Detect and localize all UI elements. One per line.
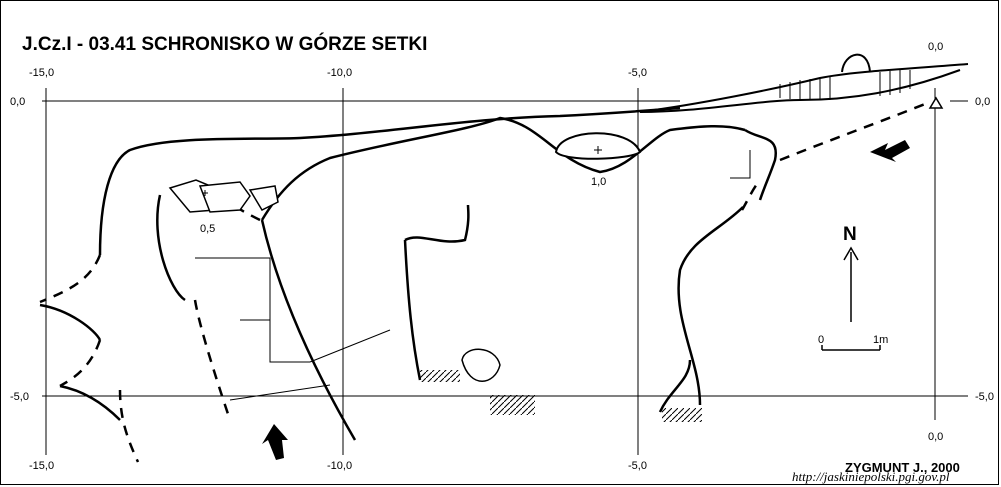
entrance-arrow-icon bbox=[870, 140, 910, 162]
grid-label-bottom-x-2: -5,0 bbox=[628, 460, 647, 472]
dashed-walls bbox=[39, 100, 931, 463]
grid-label-right-y-0: 0,0 bbox=[975, 96, 990, 108]
grid-label-right-y-1: -5,0 bbox=[975, 391, 994, 403]
grid-label-top-x-1: -10,0 bbox=[327, 67, 352, 79]
grid-label-top-x-0: -15,0 bbox=[29, 67, 54, 79]
grid-labels: -15,0 -10,0 -5,0 0,0 -15,0 -10,0 -5,0 0,… bbox=[10, 41, 994, 472]
grid-label-top-x-2: -5,0 bbox=[628, 67, 647, 79]
boulders bbox=[168, 179, 279, 213]
map-title: J.Cz.I - 03.41 SCHRONISKO W GÓRZE SETKI bbox=[22, 33, 427, 55]
grid-label-bottom-x-1: -10,0 bbox=[327, 460, 352, 472]
grid-label-bottom-x-0: -15,0 bbox=[29, 460, 54, 472]
source-url: http://jaskiniepolski.pgi.gov.pl bbox=[792, 469, 950, 484]
rock bbox=[461, 348, 501, 382]
debris-hatch bbox=[420, 370, 460, 382]
depth-label-blocks: 0,5 bbox=[200, 223, 215, 235]
north-arrow-icon bbox=[843, 246, 859, 322]
lower-passages bbox=[39, 303, 121, 421]
survey-lines bbox=[195, 150, 751, 401]
debris-hatch bbox=[490, 395, 535, 415]
grid-label-left-y-1: -5,0 bbox=[10, 391, 29, 403]
north-label: N bbox=[843, 224, 857, 245]
author-credit: ZYGMUNT J., 2000 bbox=[845, 460, 960, 475]
entrance-slope bbox=[639, 53, 969, 113]
scale-start: 0 bbox=[818, 334, 824, 346]
scale-end: 1m bbox=[873, 334, 888, 346]
slope-ticks bbox=[779, 70, 911, 100]
entrance-arrow-icon bbox=[262, 424, 288, 460]
grid-label-top-x-3: 0,0 bbox=[928, 41, 943, 53]
debris-hatch bbox=[662, 408, 702, 422]
cave-walls bbox=[98, 106, 778, 441]
scale-bar bbox=[821, 345, 881, 351]
depth-label-pit: 1,0 bbox=[591, 176, 606, 188]
datum-triangle-icon bbox=[928, 96, 944, 109]
grid-label-bottom-x-3: 0,0 bbox=[928, 431, 943, 443]
grid-label-left-y-0: 0,0 bbox=[10, 96, 25, 108]
